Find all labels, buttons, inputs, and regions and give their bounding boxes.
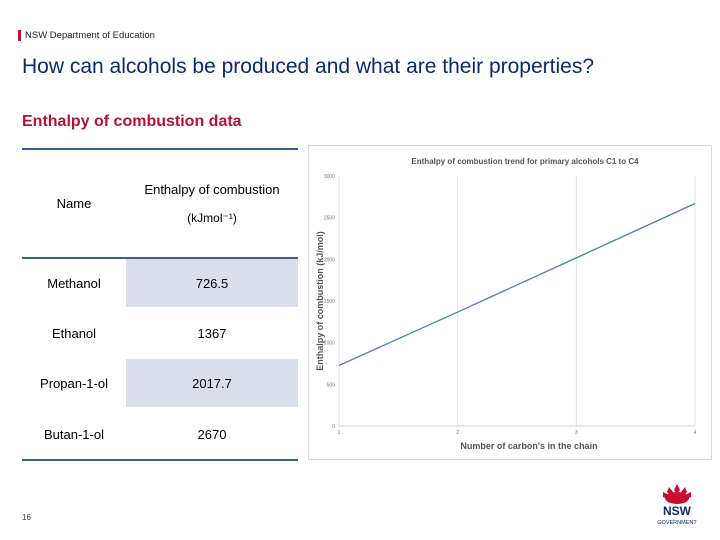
x-tick-label: 3	[575, 430, 578, 436]
table-bottom-rule	[22, 459, 298, 461]
y-tick-label: 2500	[324, 216, 335, 222]
x-tick-label: 1	[338, 430, 341, 436]
y-tick-label: 2000	[324, 257, 335, 263]
chart-ticks: 1 2 3 4 0 500 1000 1500 2000 2500 3000	[324, 174, 697, 436]
slide-title: How can alcohols be produced and what ar…	[22, 55, 595, 78]
chart-grid	[338, 176, 696, 427]
logo-government-text: GOVERNMENT	[657, 520, 697, 526]
y-tick-label: 3000	[324, 174, 335, 180]
enthalpy-trend-chart: Enthalpy of combustion trend for primary…	[308, 145, 712, 460]
page-number: 16	[22, 513, 31, 522]
table-row-name: Propan-1-ol	[40, 375, 108, 391]
chart-series	[338, 202, 696, 367]
waratah-icon: NSW GOVERNMENT	[657, 484, 697, 526]
y-tick-label: 0	[332, 424, 335, 430]
x-tick-label: 2	[456, 430, 459, 436]
table-header-name: Name	[56, 195, 92, 211]
logo-nsw-text: NSW	[663, 504, 692, 518]
header-accent-bar	[18, 30, 21, 41]
table-top-rule	[22, 148, 298, 150]
table-row-value: 2670	[197, 426, 227, 442]
series-line	[338, 202, 696, 367]
y-tick-label: 1500	[324, 299, 335, 305]
table-row-name: Methanol	[47, 275, 101, 291]
table-header-enthalpy: Enthalpy of combustion (kJmol⁻¹)	[126, 150, 298, 256]
x-tick-label: 4	[694, 430, 697, 436]
table-header-enthalpy-line1: Enthalpy of combustion	[144, 181, 280, 197]
table-row-name: Butan-1-ol	[44, 426, 104, 442]
y-tick-label: 1000	[324, 341, 335, 347]
chart-title: Enthalpy of combustion trend for primary…	[411, 157, 639, 166]
table-row-name: Ethanol	[51, 325, 97, 341]
table-row-value: 1367	[197, 325, 227, 341]
table-row-value: 2017.7	[126, 359, 298, 407]
nsw-government-logo: NSW GOVERNMENT	[650, 482, 704, 528]
chart-y-axis-label: Enthalpy of combustion (kJ/mol)	[315, 231, 325, 371]
chart-svg: Enthalpy of combustion trend for primary…	[315, 157, 697, 451]
table-header-rule	[22, 257, 298, 259]
y-tick-label: 500	[327, 382, 336, 388]
table-row-value: 726.5	[126, 259, 298, 307]
chart-x-axis-label: Number of carbon's in the chain	[460, 441, 597, 451]
department-label: NSW Department of Education	[25, 30, 155, 41]
slide-subtitle: Enthalpy of combustion data	[22, 113, 242, 130]
table-header-enthalpy-unit: (kJmol⁻¹)	[187, 210, 237, 225]
